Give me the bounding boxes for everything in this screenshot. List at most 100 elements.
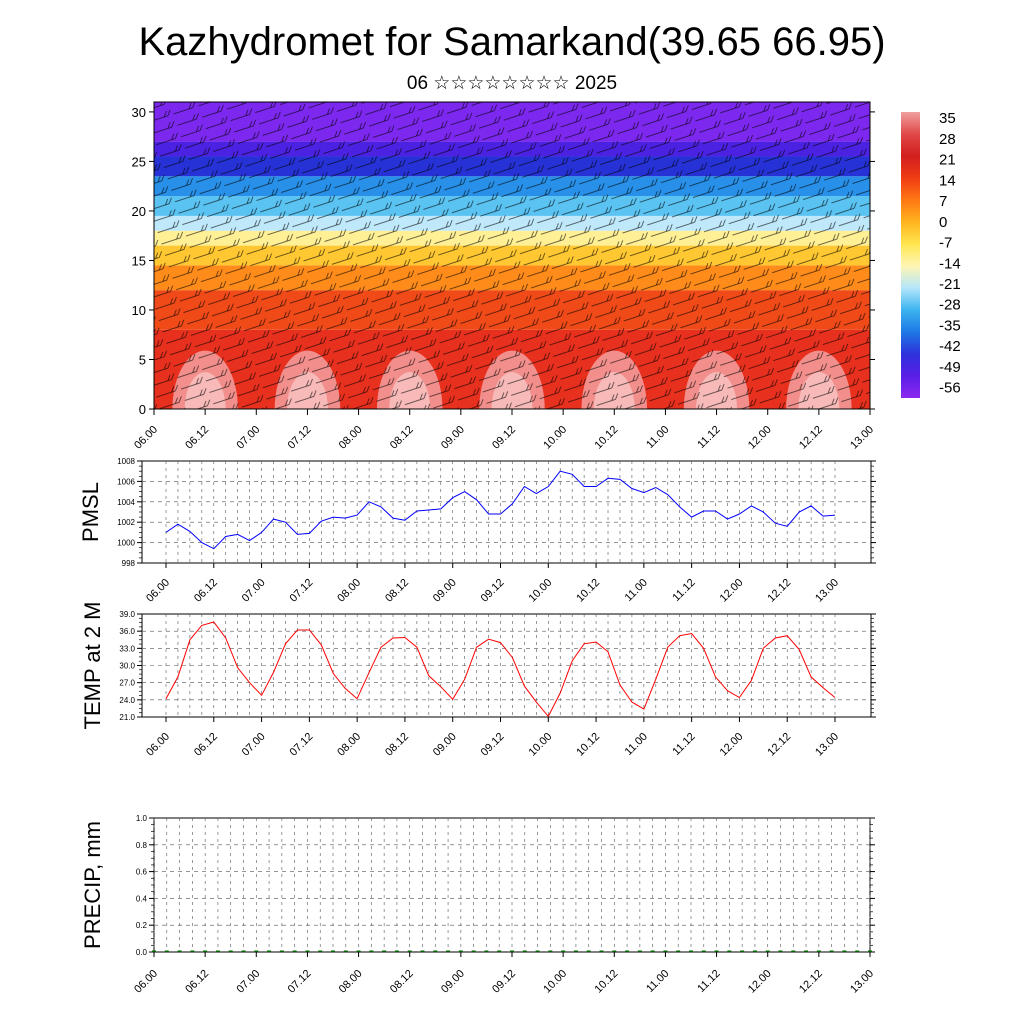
main-ytick-label-5: 25 [132, 154, 146, 169]
precip-panel-bar-13 [318, 950, 323, 952]
temp-panel-xtick-label-7: 09.12 [479, 731, 507, 759]
precip-panel-bar-20 [407, 950, 412, 952]
precip-panel-bar-14 [331, 950, 335, 952]
precip-panel-bar-51 [804, 950, 809, 952]
colorbar-label-4: 7 [939, 193, 947, 210]
temp-panel-xtick-label-8: 10.00 [526, 731, 554, 759]
pmsl-panel-xtick-label-7: 09.12 [479, 577, 507, 605]
pmsl-panel-ytick-label-5: 1008 [117, 457, 135, 466]
colorbar-label-9: -28 [939, 297, 961, 314]
temp-panel-xtick-label-3: 07.12 [288, 731, 316, 759]
pmsl-panel: 998 1000 1002 1004 1006 1008 06.00 06.12 07.00 07… [78, 457, 876, 605]
pmsl-panel-ytick-label-1: 1000 [117, 539, 135, 548]
precip-panel-bar-50 [791, 950, 796, 952]
temp-panel-ytick-label-3: 30.0 [119, 662, 135, 671]
precip-panel-bar-56 [868, 950, 872, 952]
precip-panel-bar-38 [637, 950, 642, 952]
main-xtick-label-5: 08.12 [388, 424, 416, 452]
colorbar-legend: 35 28 21 14 7 0 -7 -14 -21 -28 -35 -42 -49 -56 [901, 110, 961, 398]
precip-panel-bar-23 [446, 950, 451, 952]
pmsl-panel-xtick-label-9: 10.12 [574, 577, 602, 605]
precip-panel-bar-28 [510, 950, 514, 952]
precip-panel-bar-0 [152, 950, 156, 952]
precip-panel-bar-3 [190, 950, 195, 952]
main-ytick-label-4: 20 [132, 204, 146, 219]
colorbar-label-5: 0 [939, 214, 947, 231]
temp-panel-ytick-label-1: 24.0 [119, 696, 135, 705]
precip-panel-ytick-label-5: 1.0 [136, 814, 148, 823]
pmsl-panel-xtick-label-8: 10.00 [526, 577, 554, 605]
precip-panel-bar-5 [215, 950, 220, 952]
temp-panel-xtick-label-10: 11.00 [623, 731, 650, 758]
precip-panel-bar-30 [535, 950, 540, 952]
precip-panel-bar-10 [279, 950, 284, 952]
main-xtick-label-10: 11.00 [644, 424, 671, 451]
temp-panel-xtick-label-5: 08.12 [383, 731, 411, 759]
precip-panel-bar-33 [573, 950, 578, 952]
precip-panel-bar-7 [241, 950, 246, 952]
temp-panel-xtick-label-12: 12.00 [718, 731, 746, 759]
main-xtick-label-2: 07.00 [234, 424, 262, 452]
precip-panel-xtick-label-3: 07.12 [286, 968, 314, 996]
temp-panel-ylabel: TEMP at 2 M [80, 602, 105, 730]
pmsl-panel-xtick-label-4: 08.00 [335, 577, 363, 605]
main-xtick-label-12: 12.00 [746, 424, 774, 452]
precip-panel-bar-32 [561, 950, 566, 952]
precip-panel-bar-18 [382, 950, 387, 952]
main-xtick-label-7: 09.12 [490, 424, 518, 452]
wind-barbs-field [154, 102, 870, 409]
precip-panel-xtick-label-7: 09.12 [490, 968, 518, 996]
precip-panel-xtick-label-14: 13.00 [848, 968, 876, 996]
precip-panel-bar-15 [343, 950, 348, 952]
pmsl-panel-series-line [165, 470, 836, 550]
precip-panel-bar-42 [689, 950, 693, 952]
main-xtick-label-6: 09.00 [439, 424, 467, 452]
temp-panel-xtick-label-9: 10.12 [574, 731, 602, 759]
precip-panel-ytick-label-0: 0.0 [136, 948, 148, 957]
precip-panel-bar-54 [842, 950, 847, 952]
precip-panel-bar-24 [458, 950, 463, 952]
pmsl-panel-xtick-label-13: 12.12 [765, 577, 793, 605]
temp-panel-xtick-label-13: 12.12 [765, 731, 793, 759]
precip-panel-bar-44 [714, 950, 719, 952]
precip-panel-bar-12 [305, 950, 310, 952]
main-xtick-label-0: 06.00 [132, 424, 160, 452]
pmsl-panel-ytick-label-3: 1004 [117, 498, 135, 507]
temp-panel-ytick-label-5: 36.0 [119, 627, 135, 636]
main-ytick-label-6: 30 [132, 105, 146, 120]
precip-panel-bar-45 [727, 950, 732, 952]
precip-panel-ytick-label-1: 0.2 [136, 921, 148, 930]
pmsl-panel-ytick-label-0: 998 [122, 559, 136, 568]
precip-panel-xtick-label-0: 06.00 [132, 968, 160, 996]
main-xtick-label-9: 10.12 [592, 424, 620, 452]
colorbar-label-6: -7 [939, 235, 952, 252]
colorbar-label-2: 21 [939, 152, 956, 169]
temp-panel-xtick-label-14: 13.00 [813, 731, 841, 759]
colorbar-label-11: -42 [939, 338, 961, 355]
precip-panel-bar-31 [548, 950, 553, 952]
precip-panel-bar-17 [369, 950, 374, 952]
precip-panel-bar-52 [816, 950, 821, 952]
temp-panel-ytick-label-2: 27.0 [119, 679, 135, 688]
temp-panel-xtick-label-1: 06.12 [192, 731, 220, 759]
precip-panel: 0.0 0.2 0.4 0.6 0.8 1.0 06.00 06.12 07.00 07.12 08… [80, 814, 876, 996]
precip-panel-bar-6 [228, 950, 233, 952]
precip-panel-bar-21 [420, 950, 425, 952]
pmsl-panel-xtick-label-12: 12.00 [718, 577, 746, 605]
main-ytick-label-0: 0 [139, 402, 146, 417]
pmsl-panel-ytick-label-4: 1006 [117, 477, 135, 486]
precip-panel-xtick-label-8: 10.00 [541, 968, 569, 996]
colorbar-ramp [901, 112, 920, 398]
pmsl-panel-xtick-label-1: 06.12 [192, 577, 220, 605]
pmsl-panel-ytick-label-2: 1002 [117, 518, 135, 527]
precip-panel-bar-37 [625, 950, 630, 952]
precip-panel-xtick-label-9: 10.12 [592, 968, 620, 996]
precip-panel-ytick-label-3: 0.6 [136, 868, 148, 877]
heatmap-field [154, 102, 870, 409]
pmsl-panel-xtick-label-3: 07.12 [288, 577, 316, 605]
colorbar-label-13: -56 [939, 380, 961, 397]
temp-panel-xtick-label-0: 06.00 [144, 731, 172, 759]
precip-panel-bar-25 [471, 950, 476, 952]
chart-title: Kazhydromet for Samarkand(39.65 66.95) [138, 20, 886, 64]
